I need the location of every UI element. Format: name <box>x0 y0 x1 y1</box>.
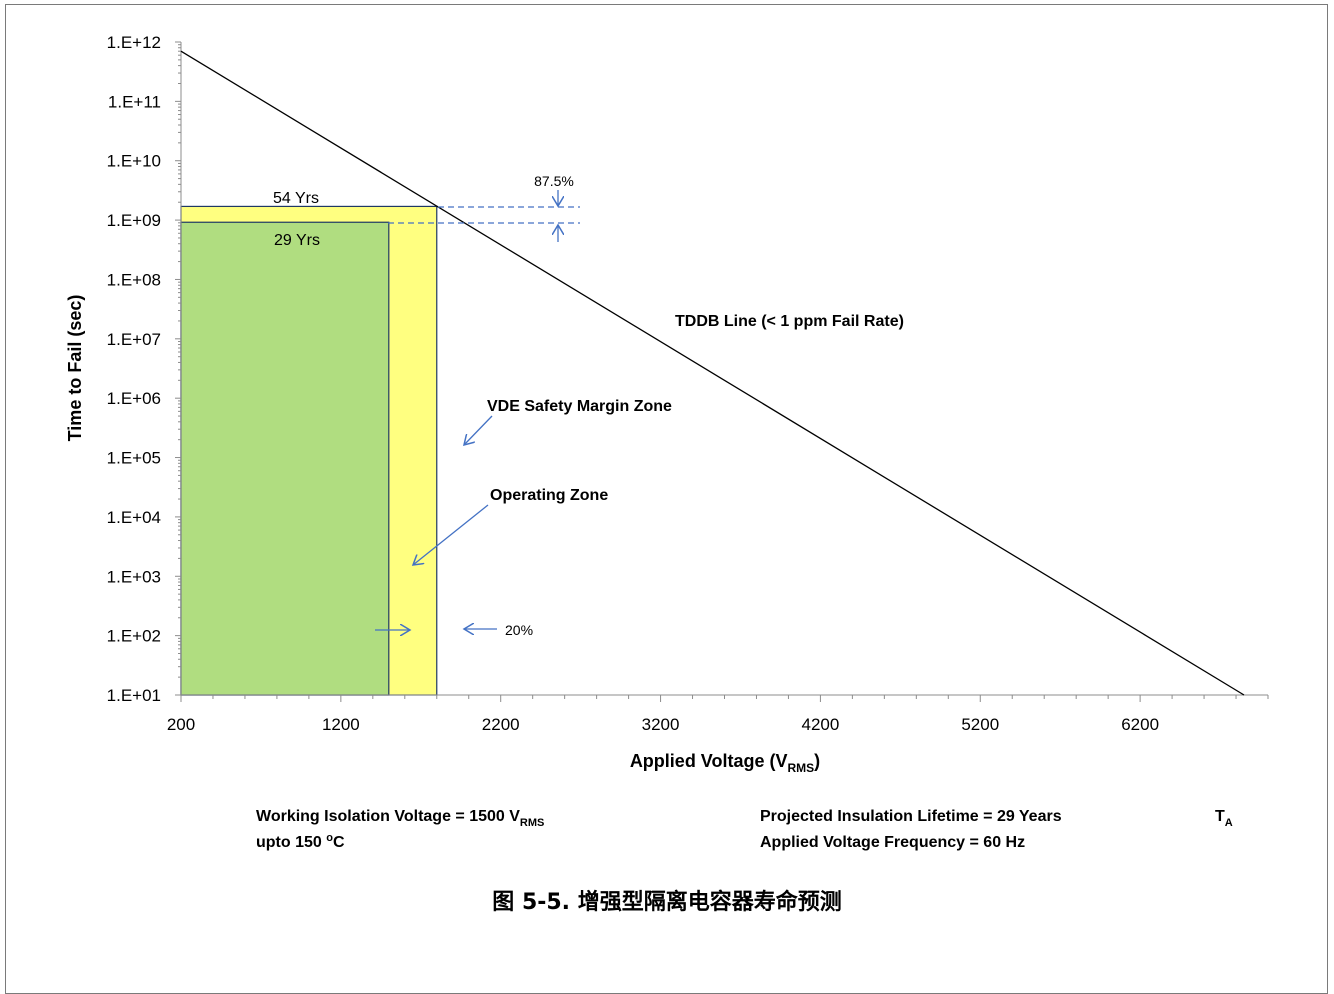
figure-caption: 图 5-5. 增强型隔离电容器寿命预测 <box>492 890 842 915</box>
lifetime-note: Projected Insulation Lifetime = 29 Years <box>760 808 1062 825</box>
frequency-note: Applied Voltage Frequency = 60 Hz <box>760 834 1025 851</box>
label-20-pct: 20% <box>505 622 533 638</box>
x-tick-label: 4200 <box>801 715 839 734</box>
tddb-series-line <box>180 50 1245 696</box>
y-axis-title: Time to Fail (sec) <box>65 295 85 442</box>
y-tick-label: 1.E+09 <box>107 211 161 230</box>
y-tick-label: 1.E+10 <box>107 152 161 171</box>
x-tick-label: 5200 <box>961 715 999 734</box>
y-tick-label: 1.E+02 <box>107 627 161 646</box>
x-tick-label: 200 <box>167 715 195 734</box>
label-vde-zone: VDE Safety Margin Zone <box>487 398 672 415</box>
y-tick-label: 1.E+12 <box>107 33 161 52</box>
working-voltage-note: Working Isolation Voltage = 1500 VRMS <box>256 808 544 829</box>
ta-note: TA <box>1215 808 1233 829</box>
arrow-vde-zone-icon <box>464 415 493 445</box>
y-tick-label: 1.E+11 <box>108 92 161 111</box>
y-tick-label: 1.E+06 <box>107 389 161 408</box>
y-tick-label: 1.E+04 <box>107 508 161 527</box>
temperature-note: upto 150 oC <box>256 832 345 851</box>
x-axis-title: Applied Voltage (VRMS) <box>630 751 820 775</box>
x-tick-label: 3200 <box>642 715 680 734</box>
label-29-yrs: 29 Yrs <box>274 232 320 249</box>
label-tddb-line: TDDB Line (< 1 ppm Fail Rate) <box>675 313 904 330</box>
operating-zone <box>180 221 390 696</box>
x-tick-label: 6200 <box>1121 715 1159 734</box>
y-tick-label: 1.E+07 <box>107 330 161 349</box>
label-54-yrs: 54 Yrs <box>273 190 319 207</box>
label-87-5-pct: 87.5% <box>534 173 574 189</box>
zones <box>180 205 438 696</box>
chart-area: 1.E+01 1.E+02 1.E+03 1.E+04 1.E+05 1.E+06 1.E+… <box>65 33 1269 851</box>
x-tick-label: 1200 <box>322 715 360 734</box>
y-tick-label: 1.E+01 <box>107 686 161 705</box>
y-tick-label: 1.E+03 <box>107 567 161 586</box>
x-tick-label: 2200 <box>482 715 520 734</box>
arrow-operating-zone-icon <box>413 504 489 565</box>
y-tick-label: 1.E+08 <box>107 270 161 289</box>
y-tick-label: 1.E+05 <box>107 449 161 468</box>
label-operating-zone: Operating Zone <box>490 487 608 504</box>
